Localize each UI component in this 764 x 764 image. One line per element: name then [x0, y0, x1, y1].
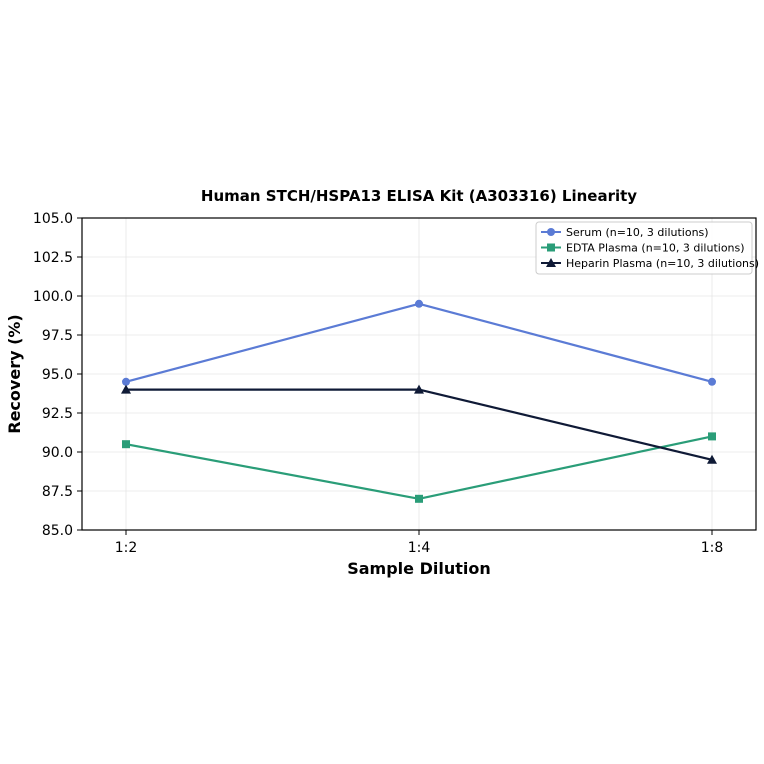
legend-label: Heparin Plasma (n=10, 3 dilutions)	[566, 257, 759, 270]
x-tick-label: 1:2	[115, 540, 138, 556]
series-2	[122, 432, 716, 503]
y-tick-label: 97.5	[42, 328, 73, 344]
series-layer	[121, 299, 717, 503]
y-tick-label: 87.5	[42, 484, 73, 500]
y-tick-label: 90.0	[42, 445, 73, 461]
legend-marker	[546, 258, 556, 267]
data-point	[708, 432, 716, 441]
series-3	[121, 384, 717, 464]
x-tick-label: 1:8	[701, 540, 724, 556]
legend-marker	[547, 243, 555, 252]
chart-title: Human STCH/HSPA13 ELISA Kit (A303316) Li…	[201, 187, 637, 205]
y-tick-label: 100.0	[33, 289, 73, 305]
data-point	[122, 440, 130, 449]
y-tick-label: 102.5	[33, 250, 73, 266]
y-axis-label: Recovery (%)	[5, 314, 24, 433]
legend-item: Heparin Plasma (n=10, 3 dilutions)	[541, 257, 759, 270]
data-point	[121, 384, 131, 394]
data-point	[707, 454, 717, 464]
legend-label: Serum (n=10, 3 dilutions)	[566, 226, 709, 239]
data-point	[414, 384, 424, 394]
legend-box	[535, 221, 753, 275]
legend-item: Serum (n=10, 3 dilutions)	[541, 226, 709, 239]
series-1	[122, 299, 716, 386]
y-tick-label: 85.0	[42, 523, 73, 539]
x-tick-label: 1:4	[408, 540, 431, 556]
y-tick-label: 95.0	[42, 367, 73, 383]
plot-frame	[81, 217, 757, 531]
data-point	[122, 377, 130, 386]
x-axis-label: Sample Dilution	[347, 559, 491, 578]
y-tick-label: 105.0	[33, 211, 73, 227]
legend-label: EDTA Plasma (n=10, 3 dilutions)	[566, 242, 745, 255]
data-point	[708, 377, 716, 386]
data-point	[415, 299, 423, 308]
data-point	[415, 494, 423, 503]
legend-marker	[547, 228, 555, 236]
y-tick-label: 92.5	[42, 406, 73, 422]
axes-layer: 85.0 87.5 90.0 92.5 95.0 97.5 100.0 102.5 105.0 1…	[33, 211, 757, 556]
legend: Serum (n=10, 3 dilutions) EDTA Plasma (n=…	[535, 221, 759, 275]
legend-item: EDTA Plasma (n=10, 3 dilutions)	[541, 242, 745, 255]
